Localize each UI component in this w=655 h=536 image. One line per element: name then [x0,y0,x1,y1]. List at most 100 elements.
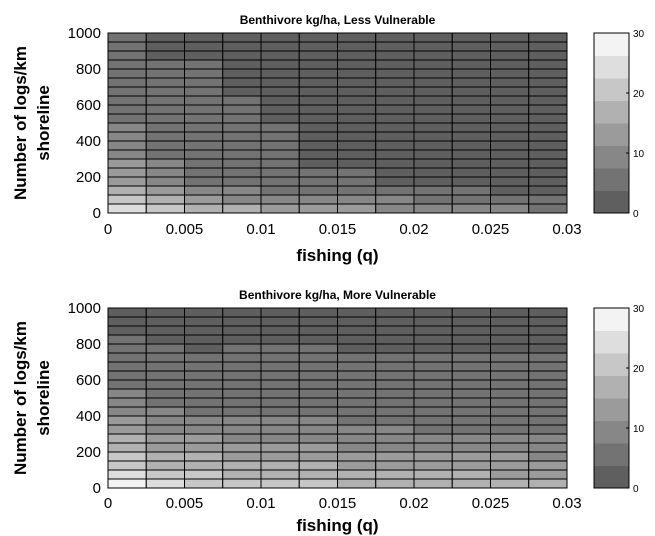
heatmap-cell [222,325,262,336]
heatmap-cell [222,32,262,43]
heatmap-cell [375,149,415,160]
heatmap-cell [222,50,262,61]
y-axis: 0 200 400 600 800 1000 [68,25,101,222]
heatmap-cell [528,104,568,115]
heatmap-cell [222,343,262,354]
heatmap-cell [298,460,338,471]
heatmap-cell [260,379,300,390]
heatmap-cell [184,451,224,462]
heatmap-cell [451,397,491,408]
heatmap-cell [222,397,262,408]
heatmap-cell [528,176,568,187]
x-tick-label: 0.015 [319,221,357,238]
heatmap-cell [337,104,377,115]
heatmap-cell [528,325,568,336]
heatmap-cell [413,433,453,444]
heatmap-cell [298,424,338,435]
heatmap-cell [375,451,415,462]
heatmap-cell [413,325,453,336]
heatmap-cell [107,149,147,160]
heatmap-cell [260,77,300,88]
heatmap-cell [145,370,185,381]
colorbar-tick-label: 10 [633,149,645,160]
heatmap-cell [337,460,377,471]
heatmap-cell [528,424,568,435]
heatmap-cell [490,361,530,372]
heatmap-cell [107,460,147,471]
y-tick-label: 800 [76,61,101,78]
colorbar-band [594,443,629,466]
heatmap-cell [298,334,338,345]
y-tick-label: 200 [76,444,101,461]
heatmap-cell [528,149,568,160]
heatmap-cell [413,370,453,381]
colorbar-tick-label: 30 [633,304,645,315]
heatmap-cell [375,442,415,453]
heatmap-cell [184,325,224,336]
heatmap-cell [107,478,147,489]
heatmap-cell [222,388,262,399]
heatmap-cell [337,158,377,169]
heatmap-cell [413,194,453,205]
heatmap-cell [490,334,530,345]
heatmap-cell [145,334,185,345]
heatmap-cell [107,185,147,196]
heatmap-cell [528,158,568,169]
heatmap-cell [298,122,338,133]
heatmap-cell [145,176,185,187]
heatmap-cell [298,131,338,142]
heatmap-cell [107,406,147,417]
colorbar-tick-label: 20 [633,89,645,100]
heatmap-cell [107,316,147,327]
heatmap-cell [222,203,262,214]
heatmap-cell [375,176,415,187]
heatmap-cell [490,406,530,417]
heatmap-cell [490,194,530,205]
heatmap-cell [222,158,262,169]
heatmap-cell [222,307,262,318]
heatmap-cell [145,122,185,133]
heatmap-cell [260,32,300,43]
heatmap-cell [298,397,338,408]
heatmap-cell [107,442,147,453]
heatmap-cell [490,68,530,79]
heatmap-cell [528,334,568,345]
heatmap-cell [145,149,185,160]
heatmap-cell [451,460,491,471]
heatmap-cell [222,131,262,142]
colorbar-band [594,100,629,124]
heatmap-cell [222,406,262,417]
heatmap-cell [451,307,491,318]
heatmap-cell [298,158,338,169]
heatmap-cell [107,77,147,88]
heatmap-cell [375,50,415,61]
heatmap-cell [337,343,377,354]
heatmap-cell [184,131,224,142]
x-tick-label: 0.025 [472,221,510,238]
heatmap-cell [222,478,262,489]
colorbar-tick-label: 20 [633,364,645,375]
heatmap-cell [375,415,415,426]
heatmap-cell [413,131,453,142]
heatmap-cell [451,59,491,70]
heatmap-cell [260,59,300,70]
heatmap-cell [260,149,300,160]
heatmap-cell [107,95,147,106]
heatmap-cell [413,113,453,124]
heatmap-cell [490,451,530,462]
heatmap-cell [528,122,568,133]
heatmap-cell [222,460,262,471]
heatmap-cell [184,352,224,363]
heatmap-cell [298,149,338,160]
heatmap-cells [107,307,568,489]
heatmap-cell [528,352,568,363]
heatmap-cell [260,469,300,480]
heatmap-cell [337,406,377,417]
heatmap-cell [451,131,491,142]
heatmap-cell [451,113,491,124]
heatmap-cell [107,122,147,133]
heatmap-cell [337,203,377,214]
heatmap-cell [413,140,453,151]
heatmap-cell [298,406,338,417]
heatmap-cell [184,149,224,160]
